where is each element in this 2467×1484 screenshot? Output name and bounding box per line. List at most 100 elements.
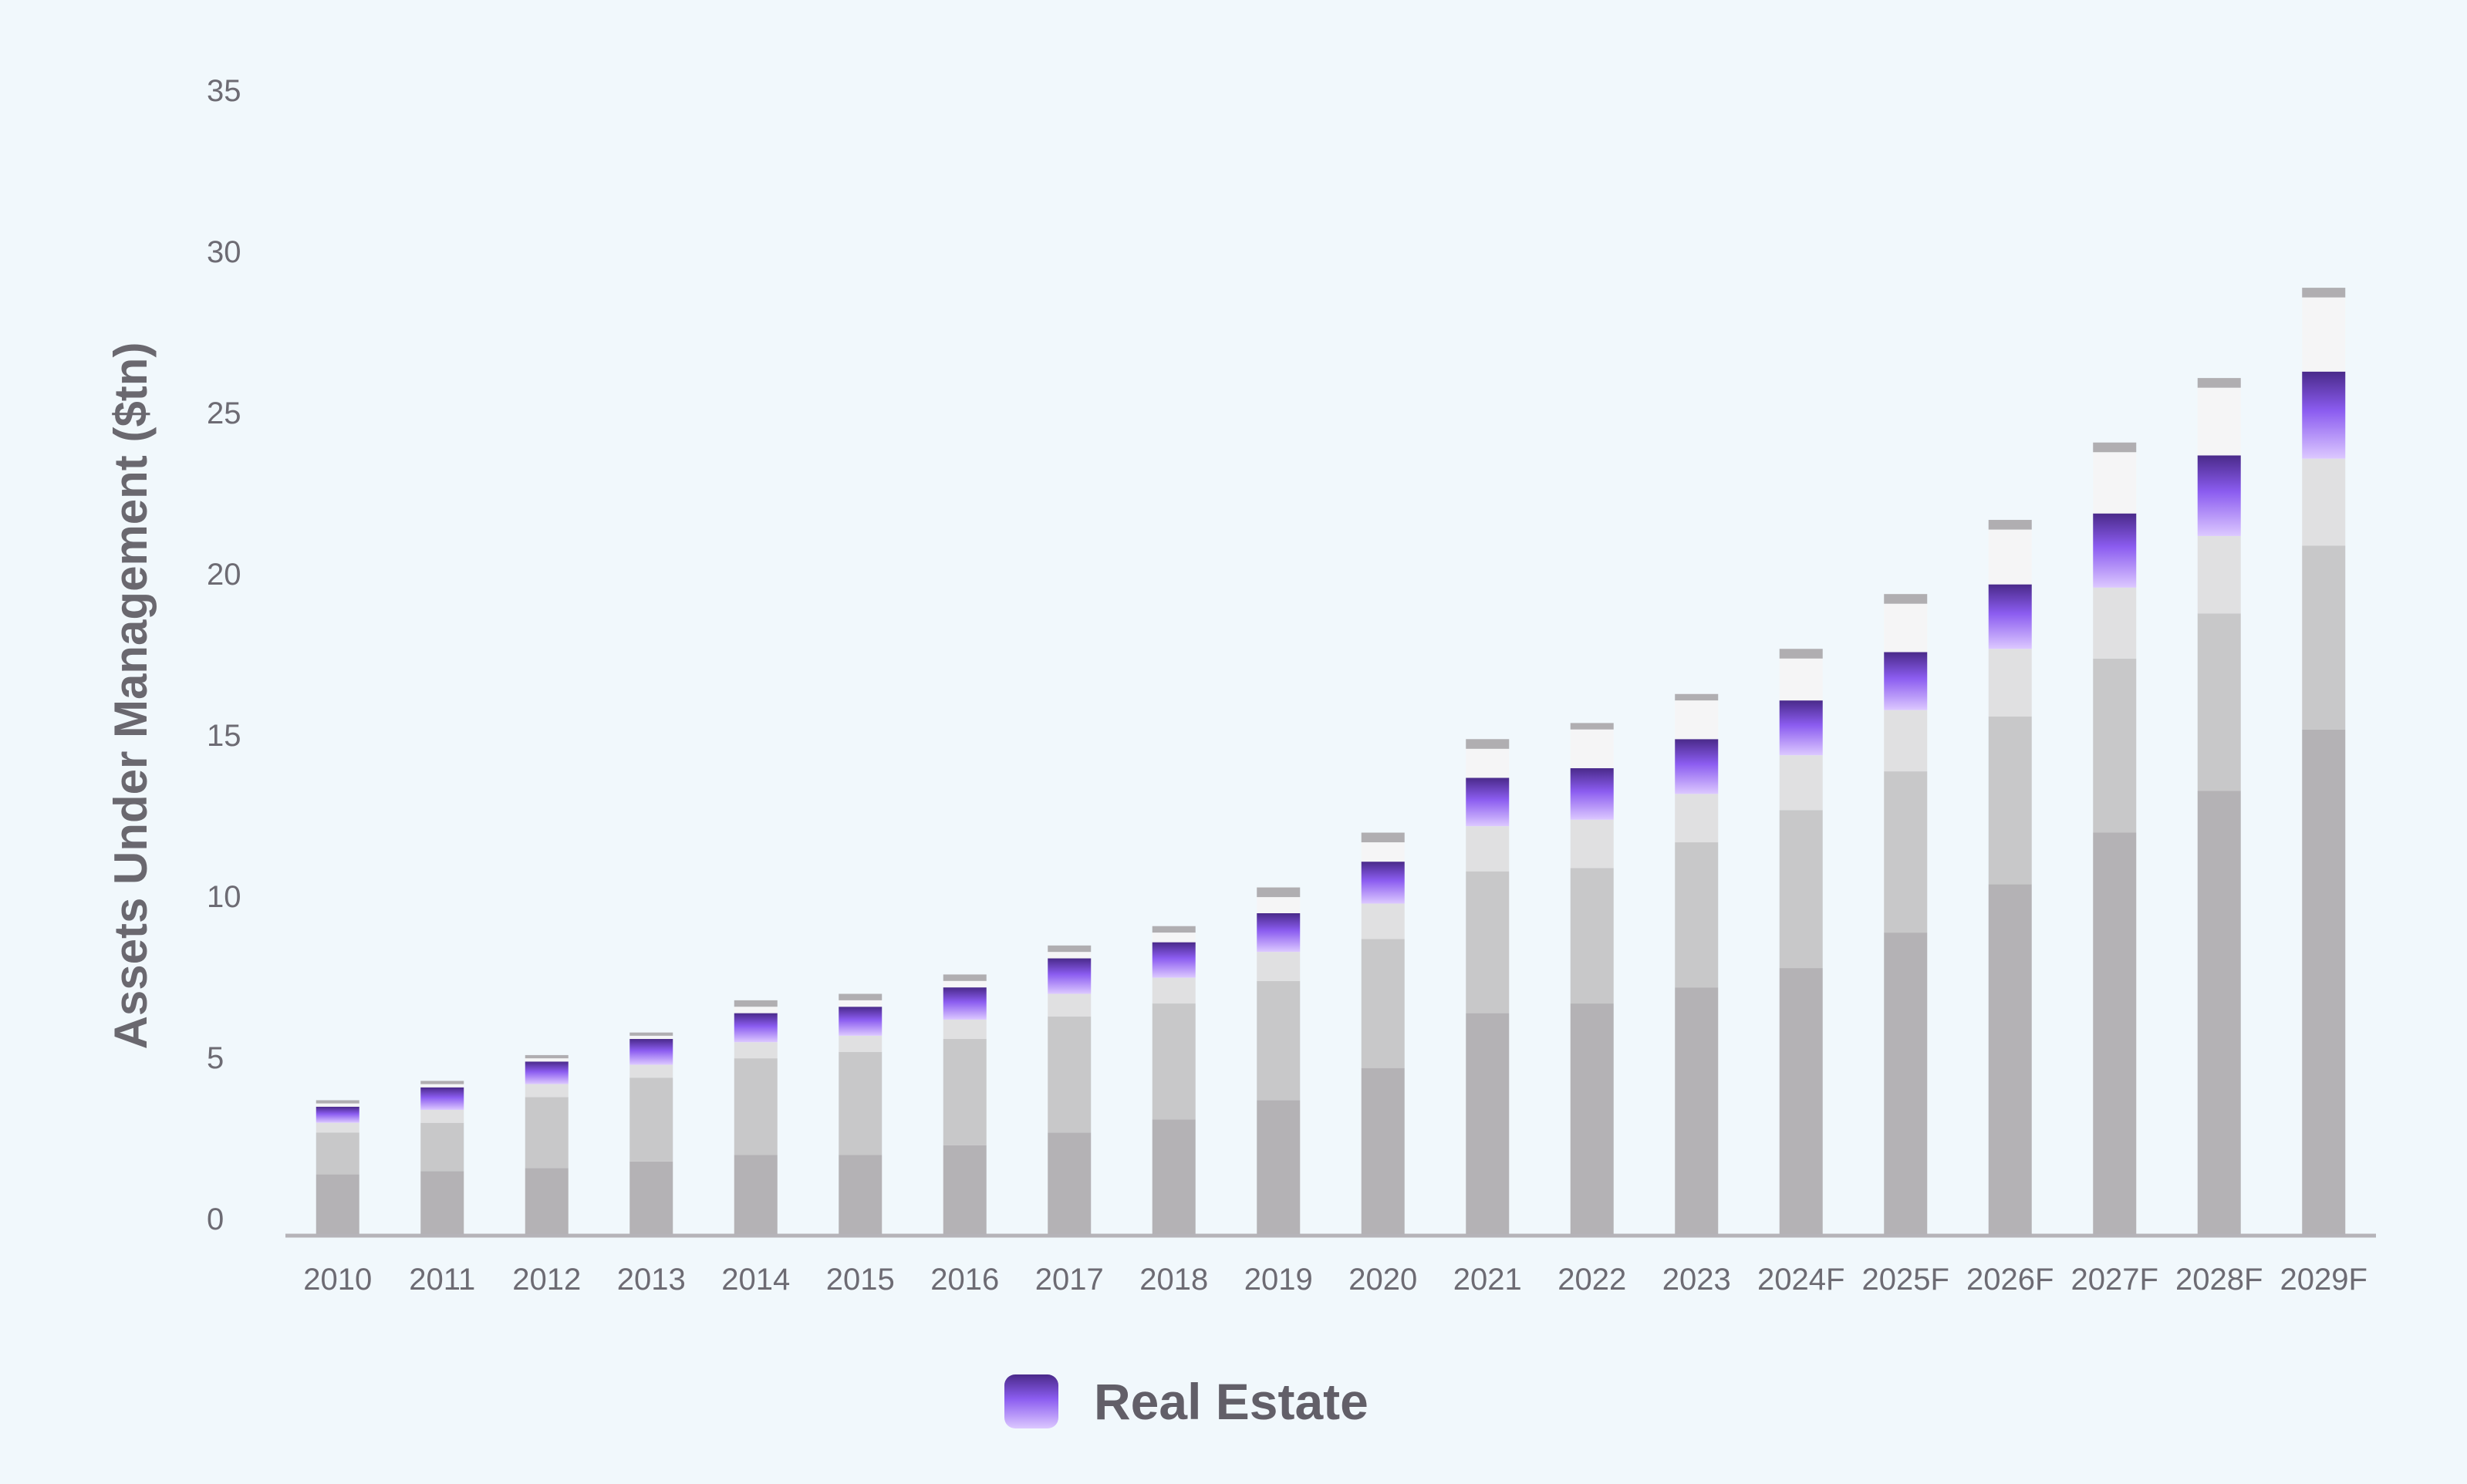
- x-tick-label: 2012: [512, 1263, 581, 1297]
- bar-segment-segment-6-2029f: [2302, 288, 2346, 298]
- bar-segment-segment-6-2023: [1675, 693, 1719, 701]
- bar-segment-segment-3-2021: [1466, 826, 1510, 872]
- bar-segment-segment-6-2027f: [2093, 442, 2137, 453]
- y-tick-label: 0: [207, 1202, 224, 1236]
- bar-segment-segment-1-2022: [1570, 1003, 1614, 1236]
- bar-segment-segment-6-2020: [1361, 832, 1405, 843]
- bar-segment-segment-1-2014: [734, 1155, 778, 1236]
- bar-segment-segment-3-2014: [734, 1042, 778, 1059]
- bar-segment-segment-6-2010: [316, 1100, 359, 1104]
- bar-segment-segment-5-2010: [316, 1103, 359, 1107]
- bar-segment-segment-5-2018: [1152, 933, 1196, 943]
- bar-segment-segment-2-2029f: [2302, 545, 2346, 730]
- bar-segment-real-estate-2011: [420, 1087, 464, 1110]
- bar-segment-segment-5-2014: [734, 1007, 778, 1014]
- y-tick-label: 5: [207, 1041, 224, 1075]
- bar-segment-segment-6-2028f: [2197, 378, 2241, 388]
- bar-segment-segment-6-2013: [629, 1032, 673, 1036]
- bar-segment-real-estate-2029f: [2302, 371, 2346, 459]
- bar-segment-segment-3-2020: [1361, 903, 1405, 939]
- bar-segment-segment-2-2012: [525, 1097, 569, 1169]
- bar-segment-segment-5-2015: [839, 1000, 883, 1007]
- bar-segment-segment-6-2014: [734, 1000, 778, 1007]
- x-axis-tick-labels: 2010 2011 2012 2013 2014 2015 2016 2017 2018 2019…: [303, 1263, 2367, 1297]
- bar-segment-segment-3-2019: [1257, 952, 1301, 981]
- bar-segment-segment-1-2025f: [1884, 933, 1928, 1236]
- bar-segment-segment-6-2026f: [1988, 520, 2032, 530]
- x-tick-label: 2024F: [1757, 1263, 1844, 1297]
- x-tick-label: 2014: [721, 1263, 790, 1297]
- x-tick-label: 2025F: [1862, 1263, 1949, 1297]
- bar-segment-real-estate-2013: [629, 1039, 673, 1065]
- x-tick-label: 2027F: [2071, 1263, 2158, 1297]
- bar-segment-segment-6-2021: [1466, 739, 1510, 749]
- y-tick-label: 25: [207, 396, 241, 430]
- bar-segment-segment-3-2023: [1675, 794, 1719, 843]
- x-tick-label: 2013: [617, 1263, 686, 1297]
- bar-segment-segment-1-2015: [839, 1155, 883, 1236]
- bar-segment-segment-2-2021: [1466, 871, 1510, 1014]
- bar-segment-segment-2-2011: [420, 1122, 464, 1172]
- bar-segment-real-estate-2018: [1152, 942, 1196, 978]
- legend: Real Estate: [1004, 1373, 1368, 1430]
- bar-segment-segment-2-2026f: [1988, 717, 2032, 885]
- bar-segment-real-estate-2016: [943, 987, 987, 1020]
- bar-segment-segment-1-2017: [1048, 1132, 1092, 1236]
- bar-segment-segment-6-2019: [1257, 887, 1301, 898]
- bar-segment-real-estate-2025f: [1884, 652, 1928, 710]
- x-tick-label: 2019: [1244, 1263, 1313, 1297]
- bar-segment-segment-6-2015: [839, 993, 883, 1000]
- bar-segment-segment-1-2013: [629, 1161, 673, 1236]
- bar-segment-segment-5-2011: [420, 1084, 464, 1088]
- bar-segment-segment-5-2022: [1570, 729, 1614, 768]
- x-tick-label: 2011: [409, 1263, 475, 1297]
- x-tick-label: 2028F: [2175, 1263, 2263, 1297]
- bar-segment-segment-3-2012: [525, 1084, 569, 1098]
- legend-swatch-real-estate: [1004, 1374, 1058, 1428]
- bar-segment-segment-5-2019: [1257, 897, 1301, 913]
- bar-segment-segment-3-2025f: [1884, 710, 1928, 772]
- bar-segment-segment-5-2025f: [1884, 603, 1928, 653]
- bar-segment-real-estate-2027f: [2093, 513, 2137, 588]
- bar-segment-segment-5-2012: [525, 1058, 569, 1062]
- bar-segment-segment-6-2025f: [1884, 594, 1928, 604]
- bar-segment-segment-6-2018: [1152, 926, 1196, 933]
- bar-segment-segment-2-2014: [734, 1058, 778, 1155]
- x-tick-label: 2018: [1139, 1263, 1208, 1297]
- bar-segment-real-estate-2019: [1257, 913, 1301, 953]
- bar-segment-real-estate-2021: [1466, 777, 1510, 827]
- bar-segment-segment-3-2016: [943, 1019, 987, 1040]
- bar-segment-segment-5-2021: [1466, 748, 1510, 778]
- bar-segment-real-estate-2022: [1570, 767, 1614, 820]
- bar-segment-segment-6-2022: [1570, 723, 1614, 730]
- bar-segment-segment-3-2018: [1152, 977, 1196, 1004]
- bar-segment-segment-1-2018: [1152, 1119, 1196, 1236]
- bar-segment-segment-3-2017: [1048, 993, 1092, 1017]
- y-tick-label: 20: [207, 558, 241, 592]
- bar-segment-segment-3-2013: [629, 1064, 673, 1078]
- bar-segment-segment-2-2025f: [1884, 771, 1928, 933]
- x-tick-label: 2020: [1348, 1263, 1417, 1297]
- y-tick-label: 30: [207, 235, 241, 269]
- bar-segment-segment-1-2010: [316, 1174, 359, 1236]
- x-tick-label: 2022: [1557, 1263, 1626, 1297]
- bar-segment-segment-6-2024f: [1779, 649, 1823, 659]
- bar-segment-segment-5-2020: [1361, 842, 1405, 862]
- bar-segment-segment-1-2027f: [2093, 832, 2137, 1236]
- bar-segment-segment-2-2023: [1675, 842, 1719, 988]
- x-tick-label: 2023: [1662, 1263, 1731, 1297]
- x-tick-label: 2016: [930, 1263, 999, 1297]
- x-tick-label: 2029F: [2280, 1263, 2367, 1297]
- bar-segment-segment-2-2028f: [2197, 613, 2241, 791]
- bar-segment-segment-1-2024f: [1779, 968, 1823, 1236]
- bar-segment-real-estate-2024f: [1779, 700, 1823, 756]
- x-tick-label: 2015: [826, 1263, 895, 1297]
- bar-segment-segment-1-2012: [525, 1168, 569, 1236]
- bar-segment-segment-5-2016: [943, 980, 987, 988]
- bar-segment-real-estate-2017: [1048, 958, 1092, 994]
- bar-segment-segment-3-2011: [420, 1109, 464, 1123]
- bar-segment-segment-2-2022: [1570, 868, 1614, 1004]
- bar-segment-segment-3-2015: [839, 1035, 883, 1052]
- bar-segment-real-estate-2010: [316, 1106, 359, 1123]
- bar-segment-segment-5-2026f: [1988, 529, 2032, 585]
